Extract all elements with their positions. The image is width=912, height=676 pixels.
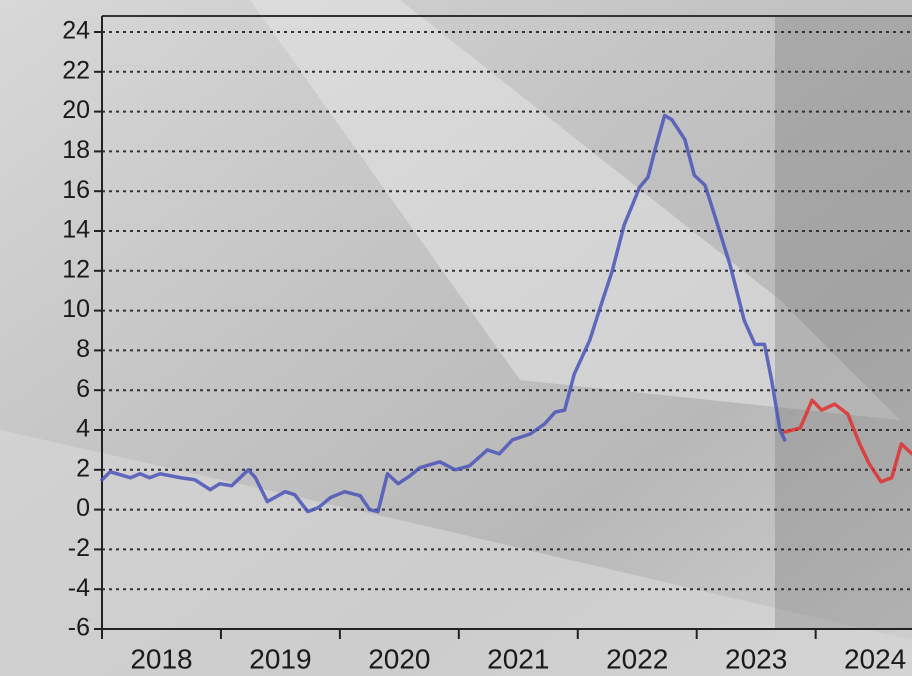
x-tick-label: 2022 — [606, 643, 668, 674]
x-tick-label: 2024 — [844, 643, 906, 674]
background-shape — [0, 430, 912, 676]
forecast-shade — [775, 16, 912, 630]
y-tick-label: 12 — [62, 255, 90, 283]
x-tick-label: 2019 — [249, 643, 311, 674]
y-tick-label: 10 — [62, 295, 90, 323]
x-tick-label: 2020 — [368, 643, 430, 674]
y-tick-label: 14 — [62, 216, 90, 244]
y-tick-label: 24 — [62, 17, 90, 45]
y-tick-label: -6 — [68, 614, 90, 642]
line-series — [100, 113, 787, 514]
y-tick-label: -4 — [68, 574, 90, 602]
y-tick-label: 0 — [76, 494, 90, 522]
y-tick-label: 4 — [76, 415, 90, 443]
y-tick-label: 20 — [62, 96, 90, 124]
line-series — [782, 398, 912, 484]
x-tick-label: 2018 — [130, 643, 192, 674]
x-tick-label: 2021 — [487, 643, 549, 674]
x-tick-label: 2023 — [725, 643, 787, 674]
y-tick-label: 2 — [76, 454, 90, 482]
y-tick-label: 16 — [62, 176, 90, 204]
y-tick-label: -2 — [68, 534, 90, 562]
y-tick-label: 22 — [62, 56, 90, 84]
y-tick-label: 8 — [76, 335, 90, 363]
y-tick-label: 6 — [76, 375, 90, 403]
background-shape — [250, 0, 900, 420]
y-tick-label: 18 — [62, 136, 90, 164]
